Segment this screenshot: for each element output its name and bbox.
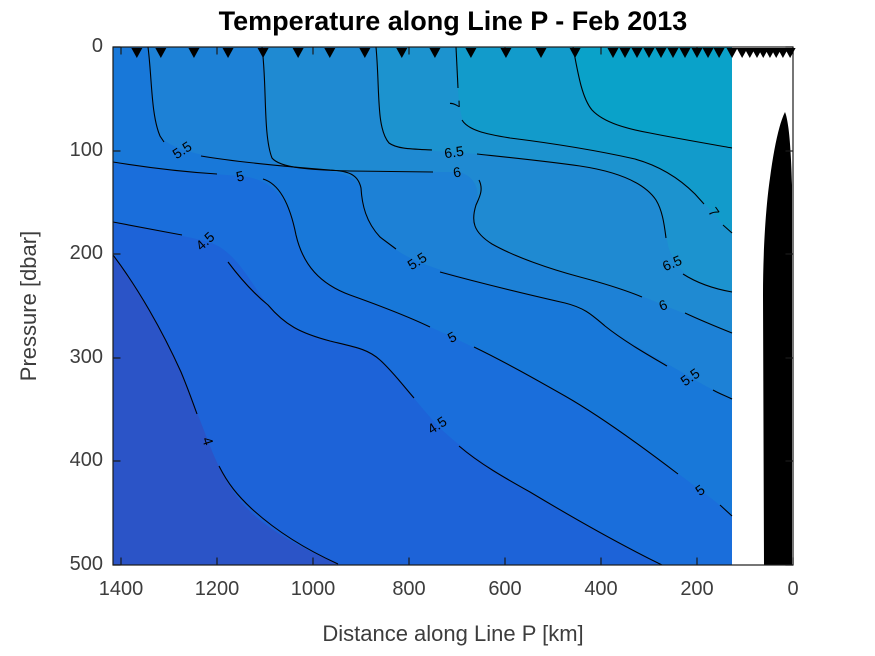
station-marker bbox=[359, 48, 371, 58]
x-axis-label: Distance along Line P [km] bbox=[322, 621, 584, 646]
station-marker bbox=[292, 48, 304, 58]
contour-line-7.5 bbox=[572, 47, 733, 149]
station-marker bbox=[643, 48, 655, 58]
contour-line-5.5 bbox=[147, 47, 733, 400]
axes-box bbox=[112, 46, 794, 566]
station-marker bbox=[655, 48, 667, 58]
x-tick-label: 1000 bbox=[290, 578, 336, 600]
x-tick-label: 1200 bbox=[194, 578, 240, 600]
y-axis-label: Pressure [dbar] bbox=[16, 230, 41, 382]
station-marker bbox=[679, 48, 691, 58]
y-tick-label: 100 bbox=[69, 139, 103, 161]
contour-line-5 bbox=[113, 161, 733, 517]
x-tick-label: 0 bbox=[787, 578, 799, 600]
station-marker bbox=[713, 48, 725, 58]
contour-line-4.5 bbox=[113, 221, 663, 565]
y-tick-label: 300 bbox=[69, 346, 103, 368]
station-marker bbox=[465, 48, 477, 58]
station-marker bbox=[500, 48, 512, 58]
station-marker bbox=[736, 48, 748, 58]
station-marker bbox=[188, 48, 200, 58]
x-tick-label: 400 bbox=[584, 578, 618, 600]
station-marker bbox=[726, 48, 738, 58]
x-tick-label: 600 bbox=[488, 578, 522, 600]
station-markers bbox=[131, 48, 796, 58]
x-tick-label: 1400 bbox=[98, 578, 144, 600]
station-marker bbox=[535, 48, 547, 58]
y-tick-label: 500 bbox=[69, 553, 103, 575]
y-tick-label: 200 bbox=[69, 242, 103, 264]
bathymetry-silhouette bbox=[763, 112, 792, 565]
station-marker bbox=[607, 48, 619, 58]
contour-line-4 bbox=[113, 254, 339, 565]
station-marker bbox=[667, 48, 679, 58]
contour-label: 6.5 bbox=[443, 142, 465, 162]
station-marker bbox=[257, 48, 269, 58]
station-marker bbox=[155, 48, 167, 58]
station-marker bbox=[429, 48, 441, 58]
y-tick-label: 400 bbox=[69, 449, 103, 471]
station-marker bbox=[324, 48, 336, 58]
station-marker bbox=[702, 48, 714, 58]
contour-line-6.5 bbox=[375, 47, 733, 293]
plot-title: Temperature along Line P - Feb 2013 bbox=[218, 6, 688, 36]
station-marker bbox=[222, 48, 234, 58]
station-marker bbox=[569, 48, 581, 58]
x-tick-label: 200 bbox=[680, 578, 714, 600]
station-marker bbox=[131, 48, 143, 58]
contour-line-7 bbox=[455, 47, 733, 234]
station-marker bbox=[619, 48, 631, 58]
station-marker bbox=[691, 48, 703, 58]
contour-bands bbox=[113, 47, 732, 565]
station-marker bbox=[777, 48, 789, 58]
x-tick-label: 800 bbox=[392, 578, 426, 600]
contour-label: 7 bbox=[446, 99, 464, 109]
contour-lines bbox=[113, 47, 733, 565]
station-marker bbox=[744, 48, 756, 58]
y-tick-label: 0 bbox=[91, 35, 103, 57]
contour-line-6 bbox=[261, 47, 733, 334]
station-marker bbox=[631, 48, 643, 58]
station-marker bbox=[396, 48, 408, 58]
station-marker bbox=[784, 48, 796, 58]
